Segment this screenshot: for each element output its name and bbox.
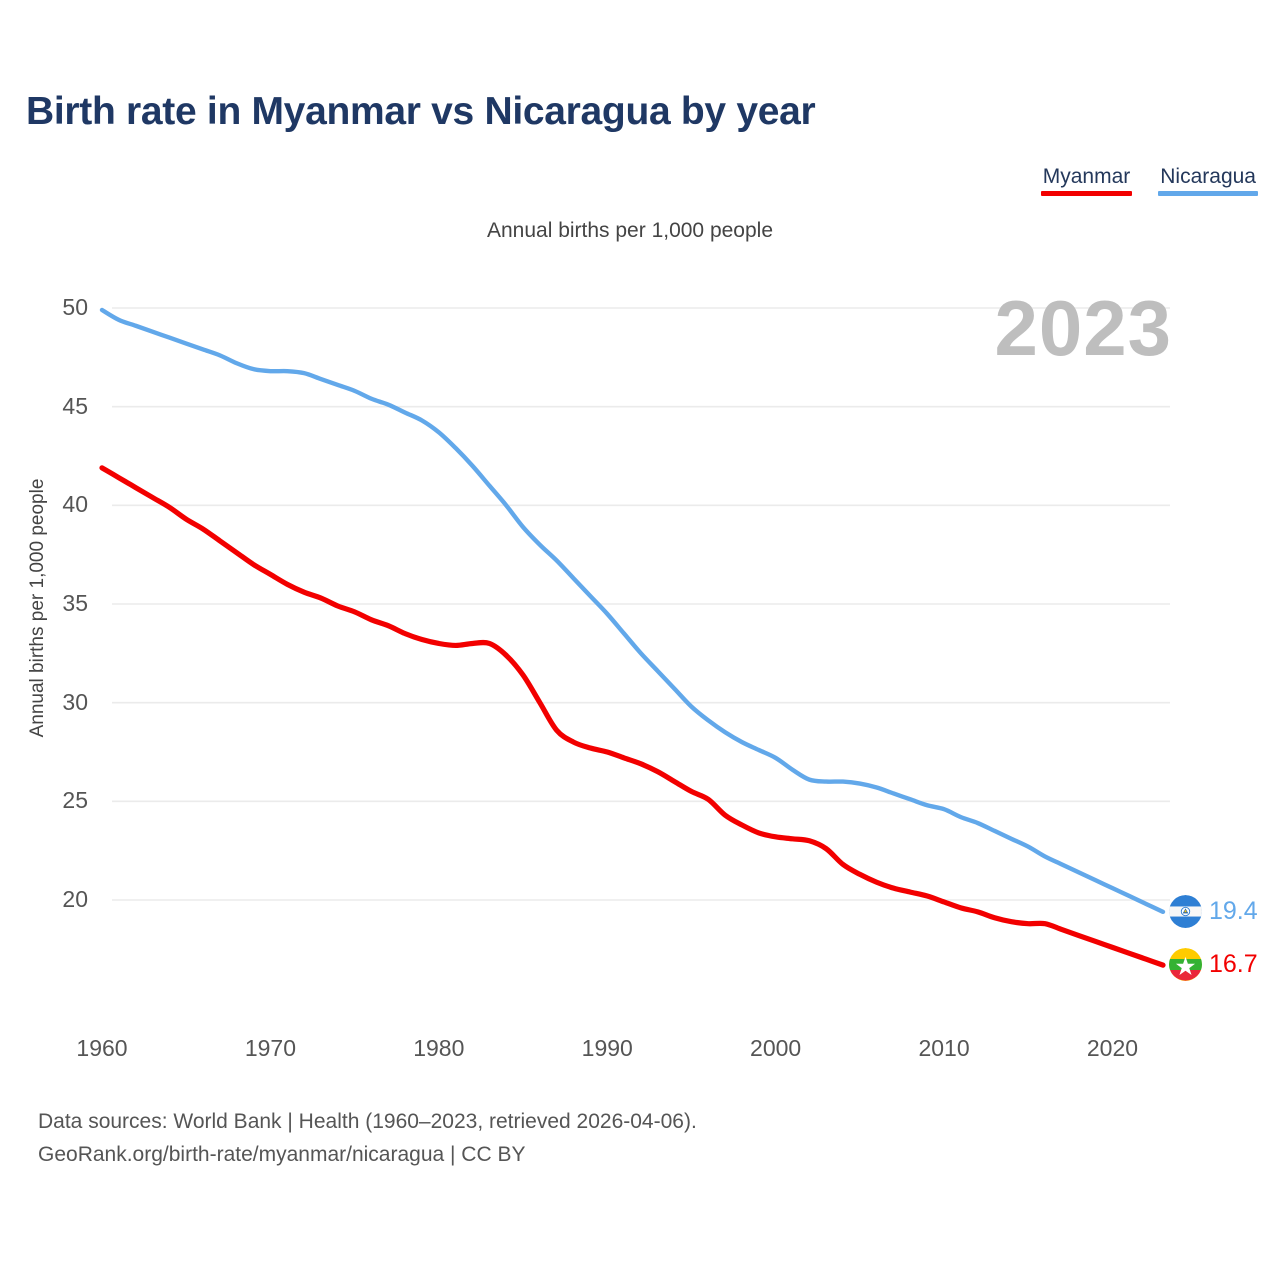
page-title: Birth rate in Myanmar vs Nicaragua by ye…	[26, 90, 816, 133]
endpoint-value-myanmar: 16.7	[1209, 950, 1258, 979]
chart-footer: Data sources: World Bank | Health (1960–…	[38, 1106, 697, 1171]
legend-label-nicaragua: Nicaragua	[1160, 165, 1256, 188]
x-tick-label-1970: 1970	[244, 1035, 296, 1061]
chart-subtitle: Annual births per 1,000 people	[486, 219, 774, 242]
y-tick-label-50: 50	[62, 294, 88, 320]
legend-swatch-myanmar	[1040, 191, 1133, 196]
legend-label-myanmar: Myanmar	[1042, 165, 1131, 188]
legend-swatch-nicaragua	[1158, 191, 1258, 196]
x-tick-label-1990: 1990	[581, 1035, 633, 1061]
plot-area: Annual births per 1,000 people 2023 20 25…	[27, 284, 1258, 1061]
x-tick-label-2020: 2020	[1086, 1035, 1139, 1061]
endpoint-value-nicaragua: 19.4	[1209, 896, 1258, 925]
endpoint-myanmar: 16.7	[1169, 948, 1258, 982]
legend-item-myanmar[interactable]: Myanmar	[1040, 165, 1133, 196]
y-tick-label-20: 20	[62, 886, 88, 912]
y-tick-label-35: 35	[62, 590, 88, 616]
series-line-nicaragua[interactable]	[99, 307, 1166, 915]
footer-data-sources: Data sources: World Bank | Health (1960–…	[38, 1110, 697, 1133]
y-tick-label-25: 25	[62, 787, 88, 814]
watermark-year: 2023	[994, 284, 1172, 372]
x-tick-label-1980: 1980	[413, 1035, 465, 1061]
plot-svg	[99, 307, 1170, 968]
x-tick-label-2000: 2000	[750, 1035, 802, 1061]
y-tick-label-45: 45	[62, 392, 88, 419]
nicaragua-flag-icon	[1169, 894, 1202, 928]
legend-item-nicaragua[interactable]: Nicaragua	[1158, 166, 1258, 196]
y-tick-label-40: 40	[62, 491, 88, 518]
myanmar-flag-icon	[1169, 948, 1202, 982]
y-tick-label-30: 30	[62, 688, 88, 715]
endpoint-nicaragua: 19.4	[1169, 894, 1258, 928]
x-tick-label-1960: 1960	[76, 1035, 128, 1061]
series-line-myanmar[interactable]	[99, 465, 1166, 968]
x-tick-label-2010: 2010	[918, 1035, 970, 1061]
chart-legend: Myanmar Nicaragua	[1040, 165, 1258, 196]
footer-attribution: GeoRank.org/birth-rate/myanmar/nicaragua…	[38, 1142, 526, 1166]
